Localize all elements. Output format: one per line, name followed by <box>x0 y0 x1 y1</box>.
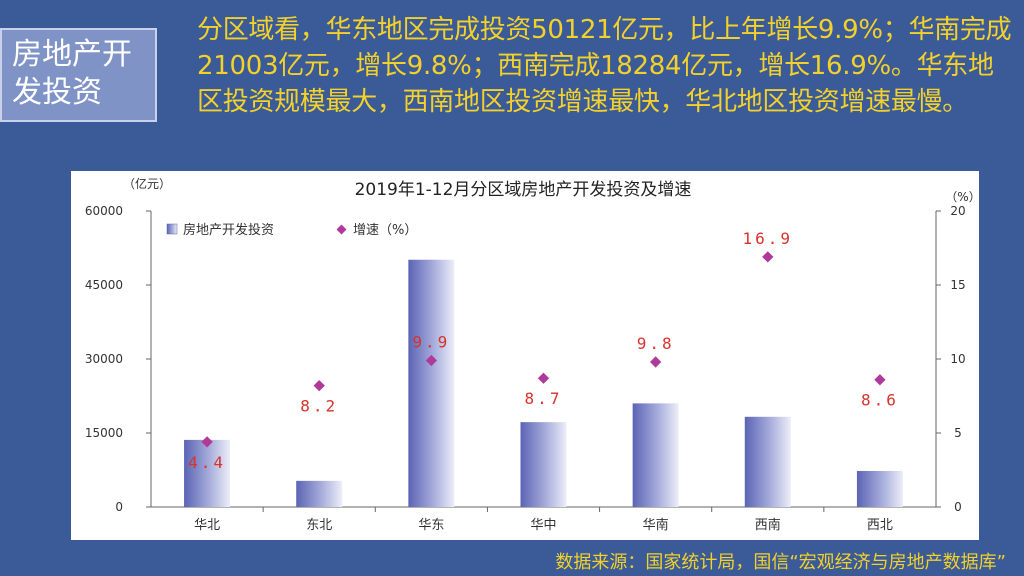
bar-西南 <box>744 416 791 507</box>
x-category-label: 华北 <box>194 518 220 533</box>
legend-marker-label: 增速（%） <box>353 223 417 238</box>
x-category-label: 华南 <box>643 517 669 533</box>
left-tick-label: 0 <box>115 500 123 514</box>
right-tick-label: 20 <box>950 204 965 218</box>
growth-marker-东北 <box>313 379 325 392</box>
bar-东北 <box>296 480 343 507</box>
bar-华中 <box>520 422 567 507</box>
left-tick-label: 45000 <box>85 278 123 292</box>
legend-bar-swatch <box>166 223 178 235</box>
data-source-note: 数据来源：国家统计局，国信“宏观经济与房地产数据库” <box>555 552 1006 573</box>
growth-marker-华北 <box>201 436 213 448</box>
left-axis-unit: （亿元） <box>123 176 171 191</box>
growth-marker-西北 <box>874 374 886 386</box>
right-axis-unit: （%） <box>945 190 979 204</box>
x-category-label: 华中 <box>530 518 556 533</box>
legend-bar-label: 房地产开发投资 <box>183 222 274 238</box>
slide-title: 房地产开 发投资 <box>0 28 157 122</box>
x-category-label: 西南 <box>755 517 781 533</box>
summary-text: 分区域看，华东地区完成投资50121亿元，比上年增长9.9%；华南完成21003… <box>197 15 1012 117</box>
legend-marker-swatch <box>336 224 347 235</box>
growth-data-label: 9.8 <box>637 334 675 353</box>
bar-华东 <box>408 259 455 507</box>
growth-marker-华东 <box>425 354 438 367</box>
left-tick-label: 15000 <box>85 426 123 440</box>
chart-title: 2019年1-12月分区域房地产开发投资及增速 <box>355 180 692 200</box>
growth-marker-华南 <box>649 356 662 368</box>
right-tick-label: 0 <box>954 500 962 514</box>
chart-panel: 2019年1-12月分区域房地产开发投资及增速 （亿元） （%） 0 15000 3… <box>71 171 979 540</box>
growth-marker-华中 <box>537 372 550 384</box>
x-category-label: 西北 <box>867 518 893 533</box>
growth-marker-西南 <box>762 251 774 263</box>
bar-华南 <box>632 403 679 507</box>
growth-data-label: 4.4 <box>188 453 226 472</box>
x-category-label: 东北 <box>306 518 332 533</box>
right-tick-label: 15 <box>950 278 965 292</box>
bar-西北 <box>856 470 903 507</box>
investment-chart: 2019年1-12月分区域房地产开发投资及增速 （亿元） （%） 0 15000 3… <box>85 176 979 533</box>
left-tick-label: 30000 <box>85 352 123 366</box>
left-tick-label: 60000 <box>85 204 123 218</box>
growth-data-label: 8.2 <box>300 397 338 416</box>
growth-data-label: 8.6 <box>861 391 899 410</box>
right-tick-label: 10 <box>950 352 965 366</box>
bar-华北 <box>184 439 231 507</box>
x-category-label: 华东 <box>418 518 444 533</box>
growth-data-label: 16.9 <box>743 229 794 248</box>
right-tick-label: 5 <box>954 426 962 440</box>
growth-data-label: 8.7 <box>525 389 563 408</box>
growth-data-label: 9.9 <box>412 332 450 351</box>
